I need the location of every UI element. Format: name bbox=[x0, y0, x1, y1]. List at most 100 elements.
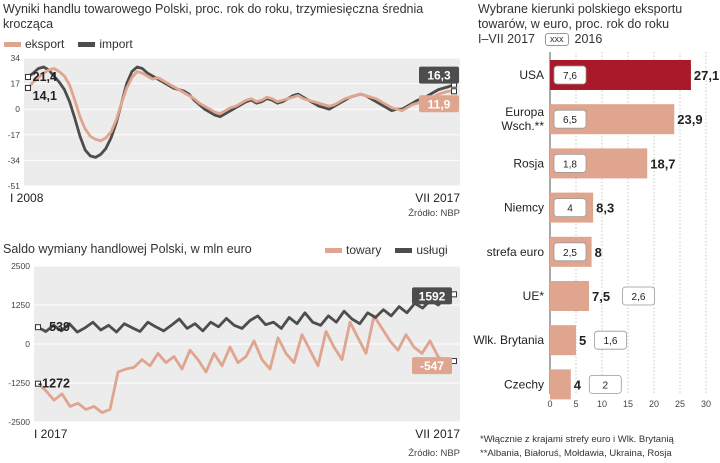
legend-swatch-import bbox=[78, 41, 96, 47]
bar bbox=[550, 281, 589, 311]
bar-value-label: 8,3 bbox=[596, 201, 614, 216]
category-label: Czechy bbox=[504, 377, 544, 391]
top-chart-title-line1: Wyniki handlu towarowego Polski, proc. r… bbox=[3, 2, 424, 16]
category-label: USA bbox=[519, 68, 544, 82]
left-label-towary: -1272 bbox=[38, 377, 70, 391]
endpoint-marker bbox=[451, 291, 457, 298]
left-label-import: 21,4 bbox=[33, 70, 57, 84]
prev-year-label: 2,6 bbox=[632, 292, 646, 303]
category-label: Wlk. Brytania bbox=[473, 333, 544, 347]
source-label: Źródło: NBP bbox=[408, 448, 460, 459]
prev-year-label: 1,6 bbox=[604, 336, 618, 347]
right-label-eksport-box bbox=[419, 95, 459, 113]
bar-value-label: 5 bbox=[579, 333, 586, 348]
legend-box-2016: xxx bbox=[545, 33, 569, 46]
legend-label-uslugi: usługi bbox=[416, 243, 448, 257]
endpoint-marker bbox=[25, 84, 31, 91]
category-label: Rosja bbox=[513, 156, 544, 170]
prev-year-box bbox=[622, 286, 655, 306]
y-tick-label: 17 bbox=[11, 79, 21, 89]
right-chart-title-line1: Wybrane kierunki polskiego eksportu bbox=[478, 2, 683, 16]
category-label: strefa euro bbox=[487, 245, 545, 259]
y-tick-label: 0 bbox=[15, 104, 20, 114]
footnote-2: **Albania, Białoruś, Mołdawia, Ukraina, … bbox=[480, 448, 672, 459]
prev-year-box bbox=[553, 109, 587, 129]
right-label-uslugi-box bbox=[412, 287, 452, 305]
y-tick-label: -34 bbox=[8, 155, 21, 165]
endpoint-marker bbox=[451, 358, 457, 365]
bar-value-label: 18,7 bbox=[650, 156, 675, 171]
right-label-towary: -547 bbox=[420, 359, 444, 373]
legend-swatch-uslugi bbox=[395, 247, 413, 253]
right-label-towary-box bbox=[412, 357, 452, 375]
bar-value-label: 4 bbox=[574, 377, 582, 392]
bar-value-label: 27,1 bbox=[694, 68, 719, 83]
right-chart-title-line3: I–VII 2017 xxx 2016 bbox=[478, 32, 718, 47]
y-tick-label: -2500 bbox=[8, 417, 30, 427]
legend-label-2016: 2016 bbox=[574, 32, 603, 46]
plot-area bbox=[24, 58, 460, 186]
y-tick-label: -1250 bbox=[8, 378, 30, 388]
x-tick-label: 20 bbox=[649, 399, 659, 409]
endpoint-marker bbox=[35, 324, 41, 331]
prev-year-label: 4 bbox=[567, 204, 573, 215]
y-tick-label: 1250 bbox=[11, 300, 30, 310]
x-start-label: I 2008 bbox=[10, 191, 44, 205]
prev-year-label: 2 bbox=[603, 380, 609, 391]
legend-label-import: import bbox=[99, 37, 133, 51]
prev-year-label: 2,5 bbox=[563, 248, 577, 259]
category-label: UE* bbox=[523, 289, 545, 303]
prev-year-box bbox=[553, 154, 587, 173]
x-tick-label: 5 bbox=[573, 399, 578, 409]
right-label-import-box bbox=[419, 66, 459, 84]
legend-label-eksport: eksport bbox=[25, 37, 65, 51]
x-start-label: I 2017 bbox=[34, 427, 68, 441]
bar-value-label: 7,5 bbox=[592, 289, 610, 304]
endpoint-marker bbox=[35, 380, 41, 387]
source-label: Źródło: NBP bbox=[408, 208, 460, 219]
right-chart-title-line2: towarów, w euro, proc. rok do roku bbox=[478, 17, 670, 31]
prev-year-label: 6,5 bbox=[563, 115, 577, 126]
right-label-eksport: 11,9 bbox=[428, 97, 451, 111]
category-label: Europa bbox=[505, 105, 544, 119]
series-line-uslugi bbox=[37, 292, 455, 334]
legend-swatch-towary bbox=[325, 247, 342, 253]
legend-swatch-eksport bbox=[4, 41, 21, 47]
prev-year-label: 1,8 bbox=[563, 159, 577, 170]
prev-year-box bbox=[553, 242, 587, 262]
footnote-1: *Włącznie z krajami strefy euro i Wlk. B… bbox=[480, 434, 674, 445]
endpoint-marker bbox=[25, 73, 31, 80]
x-tick-label: 25 bbox=[675, 399, 685, 409]
bottom-chart-legend: towary usługi bbox=[325, 243, 448, 257]
prev-year-box bbox=[594, 330, 627, 350]
y-tick-label: 2500 bbox=[11, 261, 30, 271]
bottom-line-chart: 2500 1250 0 -1250 -2500 539 -1272 1592 -547 I 201… bbox=[8, 261, 460, 459]
y-tick-label: 34 bbox=[11, 53, 21, 63]
right-chart-period: I–VII 2017 bbox=[478, 32, 535, 46]
bar-value-label: 8 bbox=[595, 245, 602, 260]
top-chart-title: Wyniki handlu towarowego Polski, proc. r… bbox=[3, 2, 463, 32]
y-tick-label: 0 bbox=[25, 339, 30, 349]
bar bbox=[550, 325, 576, 356]
right-chart-title: Wybrane kierunki polskiego eksportu towa… bbox=[478, 2, 718, 47]
series-line-eksport bbox=[26, 67, 455, 143]
bottom-chart-title: Saldo wymiany handlowej Polski, w mln eu… bbox=[3, 242, 252, 256]
top-chart-title-line2: krocząca bbox=[3, 17, 54, 31]
top-chart-legend: eksport import bbox=[4, 37, 133, 51]
endpoint-marker bbox=[451, 88, 457, 95]
y-tick-label: -17 bbox=[8, 130, 21, 140]
prev-year-box bbox=[553, 65, 587, 85]
top-line-chart: 34 17 0 -17 -34 -51 21,4 14,1 16,3 11,9 I 2008 VII … bbox=[8, 53, 461, 219]
category-label: Wsch.** bbox=[501, 119, 544, 133]
x-tick-label: 30 bbox=[701, 399, 711, 409]
prev-year-box bbox=[588, 374, 622, 394]
series-line-towary bbox=[37, 314, 455, 414]
bar-value-label: 23,9 bbox=[677, 112, 702, 127]
category-label: Niemcy bbox=[504, 201, 544, 215]
left-label-eksport: 14,1 bbox=[33, 89, 57, 103]
prev-year-label: 7,6 bbox=[563, 71, 577, 82]
right-label-uslugi: 1592 bbox=[419, 289, 446, 303]
x-tick-label: 15 bbox=[623, 399, 633, 409]
prev-year-box bbox=[553, 198, 587, 218]
